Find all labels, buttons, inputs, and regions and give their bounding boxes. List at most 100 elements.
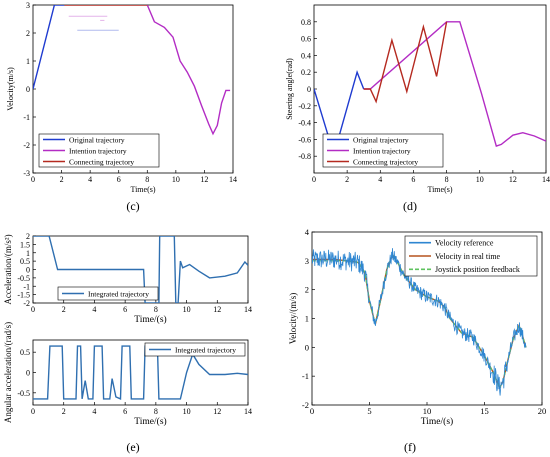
chart-e2-y-axis-label: Angular acceleration/(rad/s) (3, 322, 13, 423)
chart-e1-series-line (33, 236, 248, 303)
chart-d-y-tick-label: 0.4 (301, 51, 311, 60)
panel-label-c: (c) (126, 199, 139, 213)
chart-d-x-tick-label: 2 (345, 175, 349, 184)
chart-f-y-tick-label: -1 (302, 371, 309, 381)
chart-f-x-axis-label: Time/(s) (421, 416, 453, 427)
chart-f-legend-label: Velocity reference (435, 238, 494, 247)
chart-c-x-tick-label: 4 (88, 175, 92, 184)
chart-c-y-tick-label: -1 (23, 113, 30, 122)
chart-e2-x-tick-label: 4 (92, 407, 96, 416)
panel-label-f: (f) (404, 440, 416, 454)
chart-e1-x-tick-label: 12 (213, 305, 221, 314)
chart-e1-x-tick-label: 2 (62, 305, 66, 314)
chart-c-x-tick-label: 12 (200, 175, 208, 184)
chart-c-x-tick-label: 8 (145, 175, 149, 184)
panel-label-e: (e) (126, 440, 139, 454)
chart-e1-x-tick-label: 6 (123, 305, 127, 314)
chart-e1-y-tick-label: 0 (26, 266, 30, 275)
chart-e1-y-tick-label: 2 (26, 232, 30, 241)
chart-e1-y-tick-label: 0.5 (20, 257, 30, 266)
chart-e2-legend-box (144, 342, 246, 357)
chart-f-y-tick-label: -2 (302, 400, 309, 410)
chart-f-x-tick-label: 5 (367, 406, 371, 416)
chart-d-legend-label: Intention trajectory (353, 146, 411, 155)
chart-c-x-tick-label: 6 (117, 175, 121, 184)
chart-c-y-tick-label: 3 (26, 1, 30, 10)
chart-e1-legend-box (57, 286, 159, 301)
chart-e2-x-tick-label: 6 (123, 407, 127, 416)
chart-f-y-tick-label: 1 (305, 314, 309, 324)
chart-d-legend-label: Connecting trajectory (353, 157, 418, 166)
chart-c-y-tick-label: 0 (26, 85, 30, 94)
chart-e2-x-tick-label: 0 (31, 407, 35, 416)
chart-d-y-tick-label: 0.2 (301, 68, 311, 77)
chart-e2-y-tick-label: 0.5 (20, 348, 30, 357)
chart-c-legend-label: Original trajectory (69, 135, 125, 144)
chart-e1-x-tick-label: 8 (154, 305, 158, 314)
chart-c-x-tick-label: 10 (172, 175, 180, 184)
chart-d-y-tick-label: -0.8 (298, 152, 311, 161)
chart-d-x-axis-label: Time(s) (427, 185, 452, 194)
panel-label-d: (d) (403, 199, 417, 213)
chart-f-legend-label: Velocity in real time (435, 252, 501, 261)
chart-c-y-tick-label: -3 (23, 169, 30, 178)
chart-d-y-tick-label: 0.8 (301, 18, 311, 27)
chart-d-x-tick-label: 12 (509, 175, 517, 184)
chart-c-x-axis-label: Time(s) (130, 185, 155, 194)
chart-e1-y-tick-label: -2 (23, 299, 30, 308)
chart-d-y-tick-label: 0.6 (301, 35, 311, 44)
chart-e1-y-axis-label: Acceleration/(m/s²) (3, 234, 13, 304)
chart-f-x-tick-label: 10 (423, 406, 432, 416)
chart-e1-x-tick-label: 0 (31, 305, 35, 314)
chart-c-series-line (33, 5, 65, 90)
chart-e2-x-tick-label: 8 (154, 407, 158, 416)
chart-e2-x-axis-label: Time/(s) (134, 416, 166, 427)
chart-f-series-line (312, 248, 527, 396)
chart-c-y-axis-label: Velocity(m/s) (6, 67, 15, 111)
chart-f-y-tick-label: 3 (305, 256, 309, 266)
chart-f-y-tick-label: 2 (305, 285, 309, 295)
chart-e1-x-tick-label: 14 (244, 305, 252, 314)
chart-d-series-line (314, 70, 365, 157)
chart-e2-y-tick-label: 0 (26, 369, 30, 378)
chart-e2-series-line (33, 345, 248, 400)
chart-d-x-tick-label: 8 (445, 175, 449, 184)
chart-e2-x-tick-label: 2 (62, 407, 66, 416)
chart-d-y-tick-label: 0 (307, 85, 311, 94)
chart-d-x-tick-label: 0 (312, 175, 316, 184)
chart-c-y-tick-label: -2 (23, 141, 30, 150)
chart-f-legend-label: Joystick position feedback (435, 265, 520, 274)
chart-c-y-tick-label: 1 (26, 57, 30, 66)
chart-d-series-line (363, 21, 448, 104)
chart-f-x-tick-label: 15 (480, 406, 489, 416)
chart-e1-x-axis-label: Time/(s) (134, 314, 166, 325)
chart-d-x-tick-label: 6 (411, 175, 415, 184)
chart-e1-y-tick-label: 1 (26, 249, 30, 258)
chart-e1-y-tick-label: -1.5 (17, 291, 30, 300)
chart-f-y-tick-label: 0 (305, 342, 309, 352)
chart-d-series-line (363, 21, 546, 148)
chart-e2-legend-label: Integrated trajectory (175, 345, 236, 354)
chart-e1-y-tick-label: 1.5 (20, 240, 30, 249)
chart-c-x-tick-label: 14 (229, 175, 237, 184)
chart-c-legend-label: Intention trajectory (69, 146, 127, 155)
chart-e1-y-tick-label: -0.5 (17, 274, 30, 283)
chart-c-x-tick-label: 2 (60, 175, 64, 184)
chart-c-legend-label: Connecting trajectory (69, 157, 134, 166)
chart-c-x-tick-label: 0 (31, 175, 35, 184)
chart-d-x-tick-label: 14 (542, 175, 550, 184)
chart-f-x-tick-label: 20 (538, 406, 547, 416)
chart-c-series-line (146, 5, 231, 136)
chart-e1-legend-label: Integrated trajectory (88, 289, 149, 298)
chart-e2-y-tick-label: -0.5 (17, 389, 30, 398)
chart-c-y-tick-label: 2 (26, 29, 30, 38)
chart-d-legend-label: Original trajectory (353, 135, 409, 144)
chart-d-y-tick-label: -0.2 (298, 102, 311, 111)
chart-e2-x-tick-label: 14 (244, 407, 252, 416)
chart-d-x-tick-label: 10 (476, 175, 484, 184)
chart-e2-x-tick-label: 10 (183, 407, 191, 416)
chart-d-y-tick-label: -0.6 (298, 135, 311, 144)
chart-d-y-tick-label: -0.4 (298, 119, 311, 128)
chart-f-y-tick-label: 4 (305, 227, 310, 237)
